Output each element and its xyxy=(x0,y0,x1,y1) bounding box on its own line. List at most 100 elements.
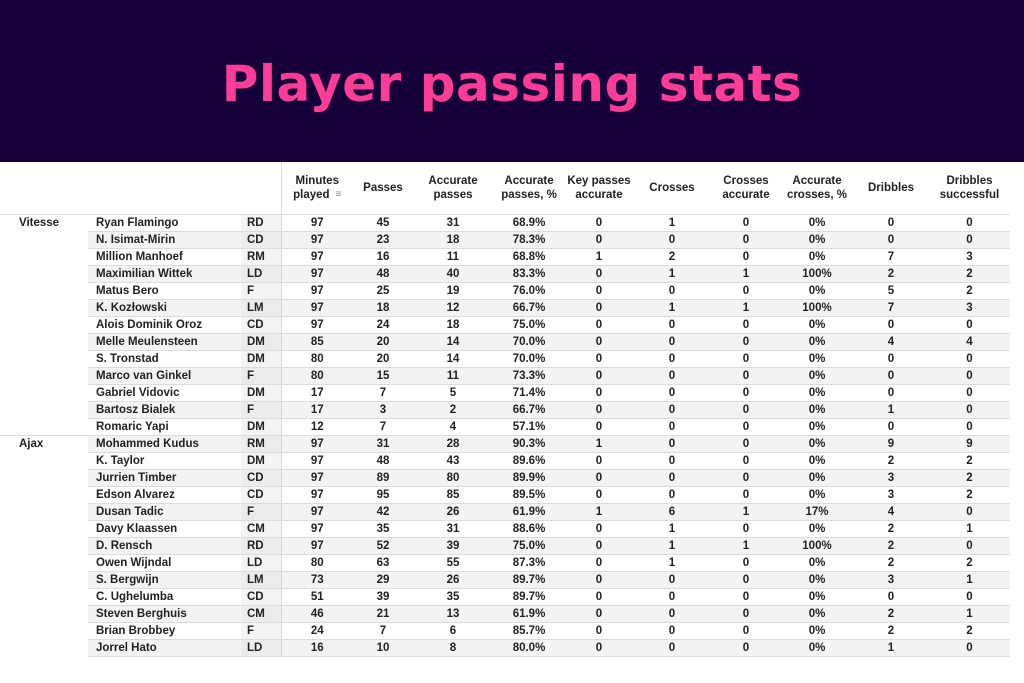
crosses: 0 xyxy=(633,418,711,436)
accurate-passes: 31 xyxy=(413,214,493,232)
crosses-accurate: 1 xyxy=(711,537,781,555)
crosses-accurate: 0 xyxy=(711,282,781,300)
team-name xyxy=(0,571,88,588)
player-name: Ryan Flamingo xyxy=(88,214,241,232)
accurate-passes-pct: 57.1% xyxy=(493,418,565,436)
table-row: Million Manhoef RM 97 16 11 68.8% 1 2 0 0% 7 3 xyxy=(0,248,1010,266)
position: DM xyxy=(241,384,282,402)
header-crosses-accurate[interactable]: Crosses accurate xyxy=(722,174,770,201)
team-name xyxy=(0,282,88,299)
accurate-passes-pct: 71.4% xyxy=(493,384,565,402)
dribbles: 0 xyxy=(853,418,929,436)
accurate-passes-pct: 78.3% xyxy=(493,231,565,249)
header-minutes-played[interactable]: Minutes played ≡ xyxy=(280,162,353,214)
stats-table-container: Minutes played ≡ Passes Accurate passes A… xyxy=(0,162,1010,657)
key-passes-accurate: 0 xyxy=(565,622,633,640)
accurate-passes-pct: 66.7% xyxy=(493,299,565,317)
key-passes-accurate: 0 xyxy=(565,350,633,368)
header-key-passes-accurate[interactable]: Key passes accurate xyxy=(567,174,631,201)
header-accurate-crosses-pct[interactable]: Accurate crosses, % xyxy=(786,174,848,201)
minutes-played: 97 xyxy=(281,435,353,453)
passes: 21 xyxy=(353,605,413,623)
accurate-passes-pct: 83.3% xyxy=(493,265,565,283)
minutes-played: 17 xyxy=(281,384,353,402)
header-accurate-passes-pct[interactable]: Accurate passes, % xyxy=(501,174,557,201)
passes: 48 xyxy=(353,265,413,283)
crosses: 0 xyxy=(633,605,711,623)
accurate-crosses-pct: 0% xyxy=(781,350,853,368)
accurate-crosses-pct: 0% xyxy=(781,469,853,487)
crosses: 0 xyxy=(633,316,711,334)
header-dribbles-successful[interactable]: Dribbles successful xyxy=(939,174,1000,201)
team-name xyxy=(0,469,88,486)
table-row: Maximilian Wittek LD 97 48 40 83.3% 0 1 1 100% 2 2 xyxy=(0,265,1010,283)
crosses-accurate: 0 xyxy=(711,401,781,419)
dribbles-successful: 2 xyxy=(929,554,1010,572)
header-dribbles[interactable]: Dribbles xyxy=(867,181,914,194)
header-passes[interactable]: Passes xyxy=(363,181,403,194)
key-passes-accurate: 0 xyxy=(565,520,633,538)
dribbles: 5 xyxy=(853,282,929,300)
crosses-accurate: 0 xyxy=(711,605,781,623)
player-name: N. Isimat-Mirin xyxy=(88,231,241,249)
table-row: Marco van Ginkel F 80 15 11 73.3% 0 0 0 0% 0 0 xyxy=(0,367,1010,385)
accurate-passes-pct: 89.7% xyxy=(493,588,565,606)
crosses: 0 xyxy=(633,639,711,657)
passes: 15 xyxy=(353,367,413,385)
accurate-crosses-pct: 0% xyxy=(781,282,853,300)
accurate-crosses-pct: 0% xyxy=(781,605,853,623)
dribbles-successful: 2 xyxy=(929,469,1010,487)
position: LM xyxy=(241,299,282,317)
minutes-played: 51 xyxy=(281,588,353,606)
passes: 52 xyxy=(353,537,413,555)
minutes-played: 97 xyxy=(281,503,353,521)
crosses-accurate: 0 xyxy=(711,639,781,657)
position: RD xyxy=(241,214,282,232)
accurate-passes: 4 xyxy=(413,418,493,436)
table-row: Jorrel Hato LD 16 10 8 80.0% 0 0 0 0% 1 0 xyxy=(0,639,1010,657)
sort-descending-icon[interactable]: ≡ xyxy=(335,188,342,200)
dribbles: 0 xyxy=(853,231,929,249)
key-passes-accurate: 0 xyxy=(565,588,633,606)
accurate-crosses-pct: 0% xyxy=(781,316,853,334)
position: DM xyxy=(241,350,282,368)
accurate-passes: 18 xyxy=(413,231,493,249)
key-passes-accurate: 0 xyxy=(565,571,633,589)
position: CD xyxy=(241,486,282,504)
minutes-played: 97 xyxy=(281,520,353,538)
crosses-accurate: 0 xyxy=(711,316,781,334)
minutes-played: 97 xyxy=(281,316,353,334)
header-accurate-passes[interactable]: Accurate passes xyxy=(428,174,478,201)
dribbles: 0 xyxy=(853,384,929,402)
crosses: 0 xyxy=(633,333,711,351)
dribbles-successful: 9 xyxy=(929,435,1010,453)
crosses-accurate: 0 xyxy=(711,486,781,504)
accurate-crosses-pct: 0% xyxy=(781,401,853,419)
player-name: Jurrien Timber xyxy=(88,469,241,487)
minutes-played: 97 xyxy=(281,248,353,266)
dribbles: 1 xyxy=(853,401,929,419)
minutes-played: 73 xyxy=(281,571,353,589)
crosses: 1 xyxy=(633,520,711,538)
accurate-passes-pct: 90.3% xyxy=(493,435,565,453)
crosses-accurate: 0 xyxy=(711,571,781,589)
accurate-crosses-pct: 17% xyxy=(781,503,853,521)
player-name: Jorrel Hato xyxy=(88,639,241,657)
crosses-accurate: 0 xyxy=(711,248,781,266)
header-crosses[interactable]: Crosses xyxy=(649,181,695,194)
accurate-crosses-pct: 100% xyxy=(781,537,853,555)
team-name xyxy=(0,554,88,571)
accurate-passes-pct: 70.0% xyxy=(493,333,565,351)
passes: 25 xyxy=(353,282,413,300)
position: RD xyxy=(241,537,282,555)
player-name: Owen Wijndal xyxy=(88,554,241,572)
minutes-played: 24 xyxy=(281,622,353,640)
crosses: 0 xyxy=(633,571,711,589)
team-name xyxy=(0,588,88,605)
dribbles: 0 xyxy=(853,316,929,334)
position: F xyxy=(241,622,282,640)
accurate-passes: 35 xyxy=(413,588,493,606)
dribbles-successful: 0 xyxy=(929,350,1010,368)
passes: 7 xyxy=(353,384,413,402)
team-name xyxy=(0,452,88,469)
